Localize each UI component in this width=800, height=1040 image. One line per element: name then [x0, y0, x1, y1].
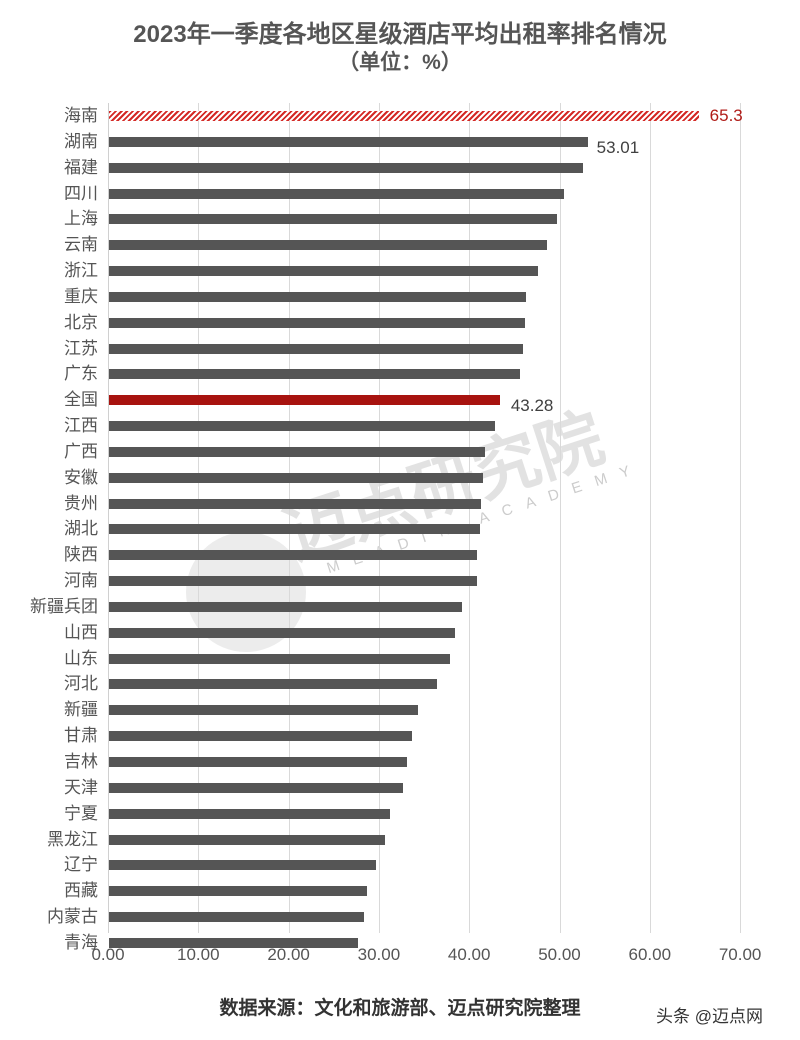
plot-area: 海南 65.3 湖南 53.01 福建四川上海云南浙江重庆北京江苏广东全国 43.28 江西…: [30, 103, 748, 952]
category-label: 四川: [64, 183, 98, 203]
data-label: 53.01: [596, 137, 640, 157]
bar: [109, 782, 404, 793]
bar-national: [109, 395, 500, 406]
bar: [109, 757, 407, 767]
bar: [109, 860, 377, 871]
category-label: 黑龙江: [47, 829, 98, 849]
bar: [109, 653, 451, 664]
bar: [109, 731, 412, 742]
x-tick-label: 0.00: [91, 945, 125, 964]
x-tick-label: 60.00: [628, 945, 672, 964]
category-label: 西藏: [64, 881, 98, 901]
category-label: 内蒙古: [47, 907, 98, 927]
bar: [109, 808, 390, 819]
category-label: 甘肃: [64, 726, 98, 746]
category-label: 新疆兵团: [30, 596, 98, 616]
bar: [109, 136, 588, 147]
bar: [109, 834, 386, 845]
bar: [109, 188, 565, 199]
bar: [109, 369, 520, 380]
bar: [109, 472, 483, 483]
category-label: 河南: [64, 571, 98, 591]
bar: [109, 162, 584, 173]
gridline: [469, 103, 471, 933]
bar: [109, 446, 485, 457]
category-label: 江苏: [64, 338, 98, 358]
gridline: [559, 103, 561, 933]
category-label: 重庆: [64, 286, 98, 306]
bar: [109, 524, 481, 535]
x-tick-label: 30.00: [357, 945, 401, 964]
category-label: 北京: [64, 312, 98, 332]
x-tick-label: 70.00: [718, 945, 762, 964]
gridline: [740, 103, 742, 933]
y-axis-line: [108, 103, 109, 933]
bar: [109, 601, 463, 612]
category-label: 山东: [64, 648, 98, 668]
x-tick-label: 10.00: [177, 945, 220, 964]
category-label: 新疆: [64, 700, 98, 720]
bar: [109, 705, 418, 716]
bar: [109, 317, 526, 328]
category-label: 云南: [64, 235, 98, 255]
data-source: 数据来源：文化和旅游部、迈点研究院整理: [219, 998, 581, 1019]
category-label: 福建: [64, 157, 98, 177]
category-label: 全国: [64, 390, 98, 410]
bar: [109, 421, 495, 432]
category-label: 辽宁: [64, 855, 98, 875]
bar: [109, 937, 359, 948]
category-label: 宁夏: [64, 803, 98, 823]
bar: [109, 550, 477, 561]
data-label: 65.3: [709, 106, 743, 125]
bar: [109, 679, 437, 690]
bar: [109, 266, 538, 277]
category-label: 湖南: [64, 131, 98, 151]
gridline: [649, 103, 651, 933]
data-label: 43.28: [510, 396, 554, 416]
category-label: 海南: [64, 106, 98, 125]
category-label: 广东: [64, 364, 98, 384]
bar: [109, 912, 364, 923]
category-label: 河北: [64, 674, 98, 694]
category-label: 浙江: [64, 261, 98, 281]
category-label: 湖北: [64, 519, 98, 539]
x-tick-label: 50.00: [538, 945, 581, 964]
gridline: [198, 103, 200, 933]
category-label: 山西: [64, 622, 98, 642]
category-label: 陕西: [64, 545, 98, 565]
gridline: [378, 103, 380, 933]
bar: [109, 214, 557, 225]
category-label: 青海: [64, 932, 98, 952]
gridline: [288, 103, 290, 933]
category-label: 上海: [64, 209, 98, 229]
credit-watermark: 头条 @迈点网: [656, 1007, 763, 1026]
x-tick-label: 40.00: [447, 945, 491, 964]
x-tick-label: 20.00: [267, 945, 310, 964]
category-label: 安徽: [64, 467, 98, 487]
bar: [109, 291, 527, 302]
category-label: 天津: [64, 777, 98, 797]
bar: [109, 886, 368, 897]
bar: [109, 343, 524, 354]
category-label: 贵州: [64, 493, 98, 513]
bar: [109, 498, 482, 509]
chart-subtitle: （单位：%）: [338, 51, 462, 74]
category-label: 广西: [64, 441, 98, 461]
category-label: 吉林: [64, 752, 98, 771]
bar: [109, 627, 455, 638]
bar: [109, 240, 547, 251]
category-label: 江西: [64, 416, 98, 436]
bar: [109, 576, 477, 587]
chart-title: 2023年一季度各地区星级酒店平均出租率排名情况: [133, 21, 667, 48]
bar-highlight: [109, 111, 699, 121]
